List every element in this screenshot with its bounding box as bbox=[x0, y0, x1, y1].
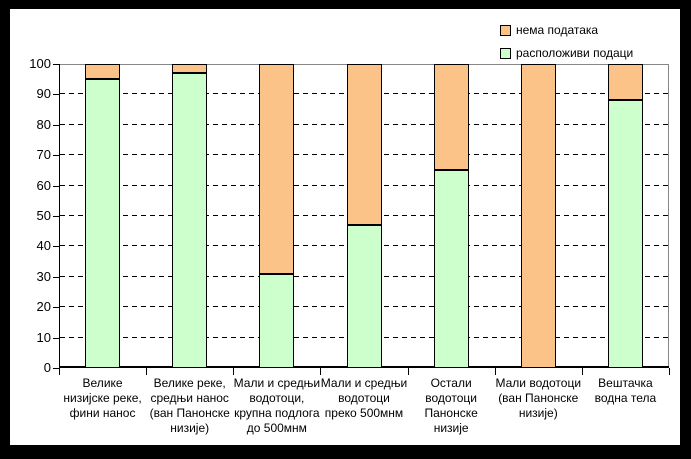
bar bbox=[608, 64, 643, 368]
legend-item: расположиви подаци bbox=[500, 46, 633, 60]
y-tick-mark bbox=[53, 368, 59, 369]
bar-segment-расположиви подаци bbox=[608, 100, 643, 368]
plot-border-right bbox=[668, 64, 669, 368]
legend-item: нема података bbox=[500, 23, 633, 37]
bar-segment-расположиви подаци bbox=[85, 79, 120, 368]
category-label: Мали и средњи водотоци, крупна подлога до 5… bbox=[233, 376, 320, 436]
y-axis-tick-label: 10 bbox=[36, 330, 51, 345]
x-tick-mark bbox=[320, 368, 321, 375]
bar bbox=[172, 64, 207, 368]
category-label: Мали и средњи водотоци преко 500мнм bbox=[320, 376, 407, 436]
chart-legend: нема података расположиви подаци bbox=[500, 23, 633, 69]
y-tick-mark bbox=[53, 94, 59, 95]
bar-segment-нема података bbox=[608, 64, 643, 101]
x-tick-mark bbox=[59, 368, 60, 375]
legend-swatch-icon bbox=[500, 24, 511, 36]
y-axis-tick-label: 100 bbox=[29, 56, 51, 71]
x-tick-mark bbox=[408, 368, 409, 375]
y-axis-tick-label: 20 bbox=[36, 299, 51, 314]
x-tick-mark bbox=[582, 368, 583, 375]
category-label-text: Велике низијске реке, фини нанос bbox=[63, 376, 142, 420]
bar-segment-расположиви подаци bbox=[172, 73, 207, 368]
bar bbox=[434, 64, 469, 368]
category-label-text: Велике реке, средњи нанос (ван Панонске низ… bbox=[149, 376, 230, 435]
y-axis-tick-label: 70 bbox=[36, 147, 51, 162]
y-tick-mark bbox=[53, 277, 59, 278]
y-tick-mark bbox=[53, 155, 59, 156]
category-label-text: Мали и средњи водотоци, крупна подлога до 5… bbox=[233, 376, 321, 435]
chart-canvas: нема података расположиви подаци 0 10 20 30 4… bbox=[10, 9, 680, 445]
category-label: Остали водотоци Панонске низије bbox=[408, 376, 495, 436]
y-axis-tick-label: 90 bbox=[36, 86, 51, 101]
legend-label: нема података bbox=[516, 23, 599, 37]
category-label-text: Остали водотоци Панонске низије bbox=[424, 376, 478, 435]
y-axis-tick-label: 0 bbox=[43, 360, 51, 375]
category-label: Мали водотоци (ван Панонске низије) bbox=[495, 376, 582, 436]
y-tick-mark bbox=[53, 246, 59, 247]
legend-swatch-icon bbox=[500, 47, 511, 59]
bar-segment-расположиви подаци bbox=[434, 170, 469, 368]
x-tick-mark bbox=[233, 368, 234, 375]
y-axis-line bbox=[59, 64, 60, 368]
y-tick-mark bbox=[53, 125, 59, 126]
bar-segment-нема података bbox=[347, 64, 382, 226]
category-label: Велике реке, средњи нанос (ван Панонске низ… bbox=[146, 376, 233, 436]
bar bbox=[347, 64, 382, 368]
y-tick-mark bbox=[53, 64, 59, 65]
y-axis-tick-label: 30 bbox=[36, 269, 51, 284]
category-label-text: Мали водотоци (ван Панонске низије) bbox=[495, 376, 582, 420]
plot-area bbox=[59, 64, 669, 368]
y-tick-mark bbox=[53, 307, 59, 308]
bar-segment-нема података bbox=[259, 64, 294, 274]
bar-segment-нема података bbox=[434, 64, 469, 171]
y-tick-mark bbox=[53, 186, 59, 187]
x-tick-mark bbox=[146, 368, 147, 375]
category-label-text: Мали и средњи водотоци преко 500мнм bbox=[320, 376, 408, 420]
category-label-text: Вештачка водна тела bbox=[594, 376, 657, 405]
bar-segment-нема података bbox=[521, 64, 556, 368]
legend-label: расположиви подаци bbox=[516, 46, 634, 60]
y-axis-tick-label: 40 bbox=[36, 238, 51, 253]
category-label: Вештачка водна тела bbox=[582, 376, 669, 436]
y-axis-tick-label: 50 bbox=[36, 208, 51, 223]
y-tick-mark bbox=[53, 216, 59, 217]
x-axis-labels: Велике низијске реке, фини нанос Велике рек… bbox=[59, 376, 669, 436]
bar-segment-расположиви подаци bbox=[347, 225, 382, 368]
x-tick-mark bbox=[669, 368, 670, 375]
bar-segment-расположиви подаци bbox=[259, 273, 294, 368]
x-tick-mark bbox=[495, 368, 496, 375]
category-label: Велике низијске реке, фини нанос bbox=[59, 376, 146, 436]
y-tick-mark bbox=[53, 338, 59, 339]
y-axis-tick-label: 80 bbox=[36, 117, 51, 132]
bar bbox=[259, 64, 294, 368]
y-axis-tick-label: 60 bbox=[36, 178, 51, 193]
bar bbox=[521, 64, 556, 368]
bar-segment-нема података bbox=[85, 64, 120, 80]
bar-segment-нема података bbox=[172, 64, 207, 74]
bar bbox=[85, 64, 120, 368]
